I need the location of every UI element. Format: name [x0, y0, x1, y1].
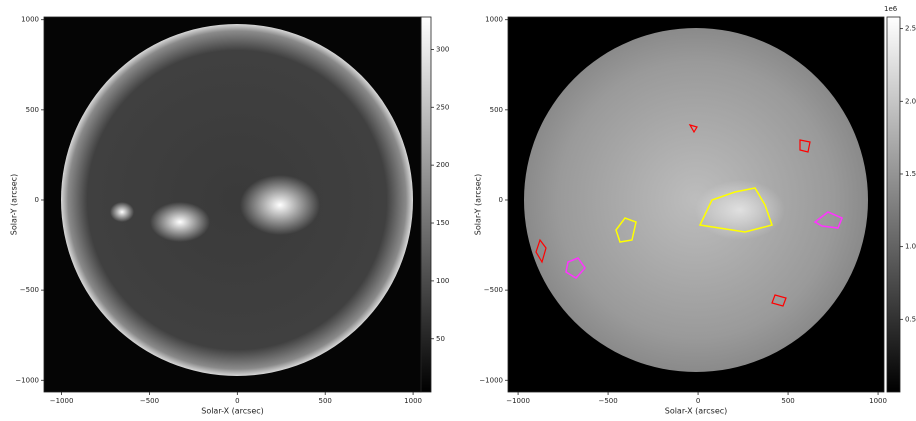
x-tick-label: −1000: [506, 397, 530, 405]
x-axis-label: Solar-X (arcsec): [201, 407, 264, 416]
euv-image: [44, 17, 421, 392]
y-tick-label: −500: [484, 286, 503, 294]
colorbar: [421, 17, 431, 392]
colorbar-tick-label: 2.5: [905, 25, 916, 33]
colorbar-tick-label: 2.0: [905, 97, 916, 105]
x-tick-label: 500: [781, 397, 794, 405]
x-tick-label: 500: [319, 397, 332, 405]
plot-frame: [507, 16, 885, 393]
colorbar-tick-label: 250: [436, 103, 449, 111]
colorbar-frame: [420, 16, 432, 393]
colorbar-tick-label: 100: [436, 277, 449, 285]
x-tick-label: 1000: [869, 397, 887, 405]
colorbar-offset: 1e6: [884, 5, 898, 13]
x-tick-label: −500: [598, 397, 617, 405]
x-tick-label: 1000: [404, 397, 422, 405]
x-tick-label: −1000: [50, 397, 74, 405]
x-tick-label: 0: [696, 397, 700, 405]
y-tick-label: −500: [20, 286, 39, 294]
y-tick-label: −1000: [15, 376, 39, 384]
y-tick-label: 0: [499, 196, 503, 204]
colorbar-tick-label: 1.5: [905, 170, 916, 178]
x-tick-label: 0: [235, 397, 239, 405]
y-axis-label: Solar-Y (arcsec): [10, 174, 19, 235]
colorbar-tick-label: 150: [436, 219, 449, 227]
colorbar-tick-label: 50: [436, 335, 445, 343]
y-tick-label: 500: [490, 106, 503, 114]
x-tick-label: −500: [140, 397, 159, 405]
x-axis-label: Solar-X (arcsec): [665, 407, 728, 416]
colorbar-tick-label: 1.0: [905, 243, 916, 251]
colorbar-tick-label: 0.5: [905, 315, 916, 323]
colorbar: [887, 17, 900, 392]
y-tick-label: 1000: [485, 16, 503, 24]
y-axis-label: Solar-Y (arcsec): [474, 174, 483, 235]
colorbar-tick-label: 200: [436, 161, 449, 169]
colorbar-tick-label: 300: [436, 45, 449, 53]
y-tick-label: 500: [26, 106, 39, 114]
colorbar-frame: [886, 16, 901, 393]
y-tick-label: 1000: [21, 16, 39, 24]
y-tick-label: 0: [35, 196, 39, 204]
y-tick-label: −1000: [479, 376, 503, 384]
magnetogram-image: [508, 17, 884, 392]
